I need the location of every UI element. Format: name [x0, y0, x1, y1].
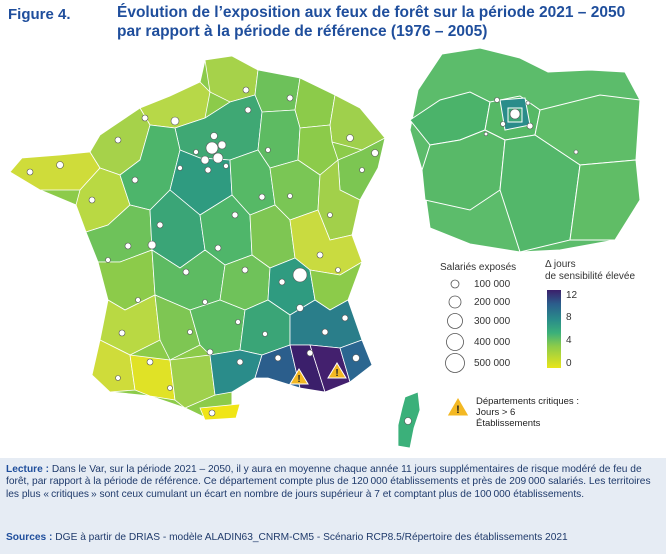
size-legend-value: 300 000	[474, 316, 511, 327]
size-legend-value: 200 000	[474, 297, 511, 308]
critical-warning-icon: !	[327, 362, 347, 379]
critical-legend-icon: !	[446, 396, 470, 417]
svg-text:!: !	[297, 374, 300, 385]
figure-label: Figure 4.	[8, 6, 71, 23]
svg-text:!: !	[335, 368, 338, 379]
critical-legend-establishments: Établissements	[476, 418, 541, 429]
idf-bubbles	[483, 97, 579, 155]
sources-text: DGE à partir de DRIAS - modèle ALADIN63_…	[55, 532, 568, 543]
figure-title: Évolution de l’exposition aux feux de fo…	[117, 3, 637, 41]
size-legend-value: 500 000	[474, 358, 511, 369]
color-legend-tick: 4	[566, 335, 572, 346]
lecture-note: Lecture : Dans le Var, sur la période 20…	[6, 464, 656, 501]
title-line-1: Évolution de l’exposition aux feux de fo…	[117, 4, 626, 21]
critical-warning-icon: !	[289, 368, 309, 385]
color-legend-tick: 8	[566, 312, 572, 323]
critical-legend-title: Départements critiques :	[476, 396, 579, 407]
size-legend-value: 100 000	[474, 279, 511, 290]
lecture-text: Dans le Var, sur la période 2021 – 2050,…	[6, 464, 651, 500]
lecture-label: Lecture :	[6, 464, 50, 475]
size-legend-title: Salariés exposés	[440, 262, 517, 273]
mainland-bubbles	[26, 86, 379, 417]
color-legend-title-1: Δ jours	[545, 259, 576, 270]
color-legend-title-2: de sensibilité élevée	[545, 271, 636, 282]
sources-label: Sources :	[6, 532, 53, 543]
color-legend-tick: 0	[566, 358, 572, 369]
color-legend-tick: 12	[566, 290, 578, 301]
title-line-2: par rapport à la période de référence (1…	[117, 23, 488, 40]
svg-text:!: !	[456, 404, 460, 416]
sources-note: Sources : DGE à partir de DRIAS - modèle…	[6, 532, 656, 543]
footer-panel	[0, 458, 666, 554]
map-figure: ! ! !	[9, 47, 641, 449]
critical-legend: Départements critiques : Jours > 6 Établ…	[476, 396, 666, 429]
corsica-bubble	[404, 417, 412, 425]
color-scale-bar	[547, 290, 561, 368]
size-legend-value: 400 000	[474, 337, 511, 348]
department-regions	[9, 55, 386, 421]
critical-legend-days: Jours > 6	[476, 407, 516, 418]
ile-de-france-inset	[409, 47, 641, 253]
size-legend-circles	[445, 279, 465, 373]
